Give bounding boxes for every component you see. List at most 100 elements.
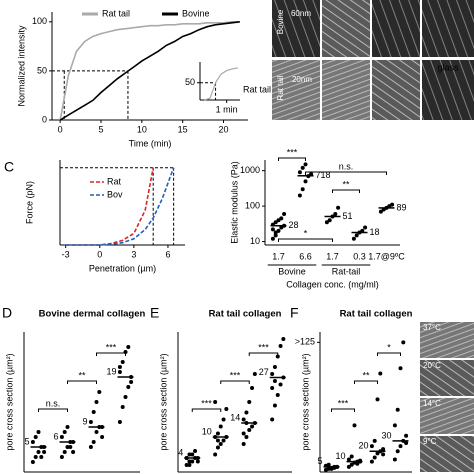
data-point xyxy=(324,220,329,225)
data-point xyxy=(218,442,223,446)
y-tick-label: 100 xyxy=(245,200,260,210)
data-point xyxy=(270,236,275,241)
significance-bracket xyxy=(332,189,360,193)
data-point xyxy=(333,211,338,216)
data-point xyxy=(39,455,44,459)
significance-label: *** xyxy=(201,398,212,408)
data-point xyxy=(279,216,284,221)
data-point xyxy=(126,385,131,389)
micrograph xyxy=(372,60,420,120)
significance-bracket xyxy=(96,352,126,356)
panel-label: C xyxy=(4,159,14,175)
series-line xyxy=(59,21,240,121)
chart: C Force (pN) Penetration (µm) -3 0 3 6 Rat Bov xyxy=(4,159,185,273)
data-point xyxy=(94,430,99,434)
data-point xyxy=(327,218,332,223)
median-label: 20 xyxy=(358,441,368,451)
micrograph xyxy=(322,0,370,57)
data-point xyxy=(241,442,246,446)
data-point xyxy=(33,435,38,439)
data-point xyxy=(187,463,192,467)
data-point xyxy=(392,423,397,428)
y-axis-label: pore cross section (µm²) xyxy=(300,353,310,450)
significance-bracket xyxy=(305,171,387,175)
data-point xyxy=(241,431,246,436)
data-point xyxy=(369,444,374,449)
significance-label: *** xyxy=(287,147,298,157)
data-point xyxy=(300,187,305,192)
data-point xyxy=(187,452,192,457)
data-point xyxy=(190,452,195,457)
legend-label: Bov xyxy=(107,189,123,199)
data-point xyxy=(270,386,275,390)
micrograph xyxy=(420,398,474,434)
significance-label: *** xyxy=(258,342,269,352)
panel-label: E xyxy=(150,305,159,321)
y-tick-label: 1000 xyxy=(240,165,260,175)
median-label: 27 xyxy=(259,367,269,377)
data-point xyxy=(272,365,277,369)
x-tick-label: 6 xyxy=(165,249,170,259)
significance-bracket xyxy=(331,408,355,412)
micrograph xyxy=(422,0,474,57)
data-point xyxy=(65,425,70,429)
x-axis-label: Collagen conc. (mg/ml) xyxy=(286,279,379,289)
data-point xyxy=(244,410,249,415)
data-point xyxy=(392,457,397,462)
y-axis-label: pore cross section (µm²) xyxy=(4,353,14,450)
significance-bracket xyxy=(248,352,279,356)
median-label: 18 xyxy=(370,227,380,237)
chart: E Rat tail collagen pore cross section (µm… xyxy=(150,305,292,473)
data-point xyxy=(91,440,96,444)
data-point xyxy=(94,400,99,404)
data-point xyxy=(275,393,280,397)
x-tick-label: 1.7 xyxy=(272,251,285,261)
y-tick-label: 10 xyxy=(250,236,260,246)
significance-bracket xyxy=(220,380,250,384)
data-point xyxy=(247,400,252,404)
data-point xyxy=(346,457,351,462)
data-point xyxy=(375,451,380,456)
data-point xyxy=(404,440,409,445)
temperature-label: 9°C xyxy=(423,437,437,446)
micrograph xyxy=(272,60,320,120)
data-point xyxy=(62,450,67,454)
scale-label: 60nm xyxy=(291,9,311,18)
data-point xyxy=(65,445,70,449)
y-tick-label: 100 xyxy=(32,16,47,26)
chart: Elastic modulus (Pa) Collagen conc. (mg/m… xyxy=(229,147,406,289)
data-point xyxy=(187,459,192,464)
legend-label: Rat tail xyxy=(102,8,130,18)
micrograph-label: Rat tail xyxy=(276,75,285,100)
data-point xyxy=(336,205,341,210)
data-point xyxy=(381,452,386,457)
x-tick-label: 15 xyxy=(178,124,188,134)
data-point xyxy=(250,386,255,390)
median-label: 5 xyxy=(24,436,29,446)
data-point xyxy=(33,455,38,459)
data-point xyxy=(372,438,377,443)
micrograph-grid: Bovine 60nm Rat tail 20nm glass xyxy=(272,0,474,120)
temperature-micrographs: 37°C 20°C 14°C 9°C xyxy=(420,322,474,472)
scale-label: 20nm xyxy=(292,75,312,84)
y-axis-label: Normalized intensity xyxy=(16,25,26,107)
data-point xyxy=(278,344,283,348)
data-point xyxy=(218,424,223,429)
y-axis-label: pore cross section (µm²) xyxy=(158,353,168,450)
x-tick-label: 6.6 xyxy=(299,251,312,261)
median-label: 4 xyxy=(178,447,183,457)
data-point xyxy=(326,462,331,467)
significance-label: ** xyxy=(342,179,350,189)
significance-label: *** xyxy=(106,342,117,352)
data-point xyxy=(68,445,73,449)
data-point xyxy=(36,450,41,454)
significance-label: n.s. xyxy=(46,398,61,408)
median-label: 19 xyxy=(106,366,116,376)
series-line xyxy=(65,167,175,246)
significance-label: *** xyxy=(338,398,349,408)
median-label: 28 xyxy=(289,220,299,230)
median-label: 718 xyxy=(316,170,331,180)
data-point xyxy=(120,405,125,409)
data-point xyxy=(126,345,131,349)
